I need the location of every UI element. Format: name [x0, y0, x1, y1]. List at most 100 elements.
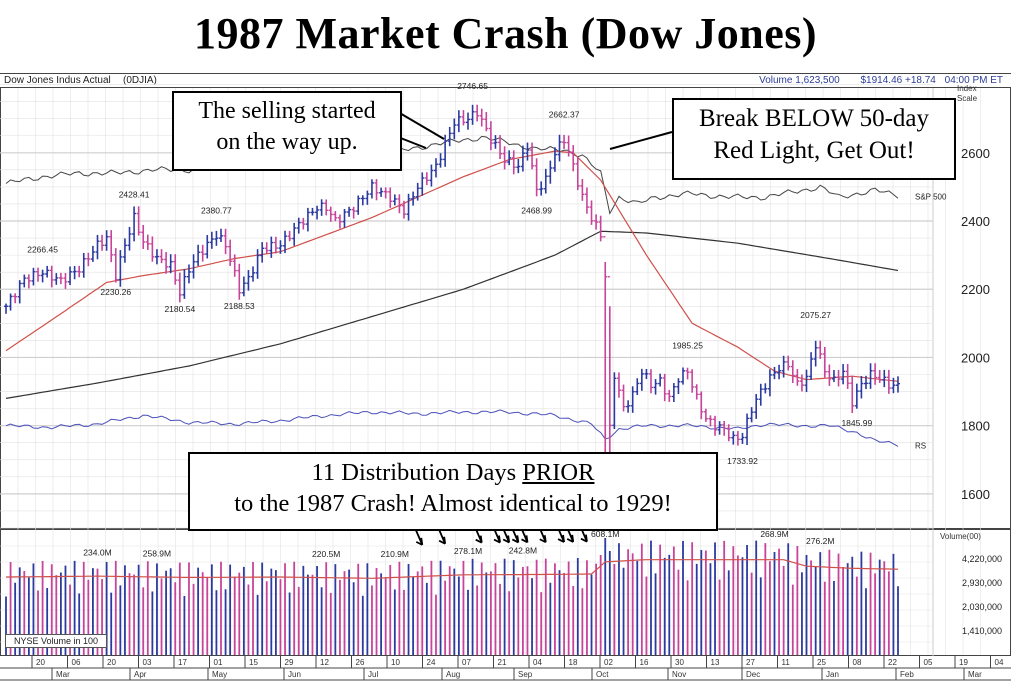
ohlc-bar — [122, 238, 127, 263]
ohlc-bar — [223, 228, 228, 255]
ohlc-bar — [118, 250, 123, 287]
ohlc-bar — [479, 108, 484, 127]
date-tick-label: 08 — [853, 658, 862, 667]
ohlc-bar — [301, 217, 306, 230]
ohlc-bar — [347, 206, 352, 217]
volume-avg-line — [6, 559, 899, 579]
ohlc-bar — [424, 172, 429, 186]
date-tick-label: 15 — [249, 658, 258, 667]
ohlc-bar — [868, 363, 873, 389]
month-label: Nov — [672, 670, 686, 679]
y-tick-label: 1600 — [961, 487, 990, 502]
annotation-text: Break BELOW 50-day — [698, 105, 930, 132]
price-label: 2746.65 — [457, 81, 488, 91]
date-tick-label: 22 — [888, 658, 897, 667]
date-tick-label: 29 — [285, 658, 294, 667]
ohlc-bar — [241, 276, 246, 297]
ohlc-bar — [36, 267, 41, 282]
ohlc-bar — [813, 340, 818, 367]
volume-readout: Volume 1,623,500 — [759, 75, 840, 86]
ohlc-bar — [827, 364, 832, 386]
ohlc-bar — [767, 369, 772, 397]
ohlc-bar — [530, 142, 535, 170]
ohlc-bar — [845, 363, 850, 389]
annotation-break-below-50day: Break BELOW 50-day Red Light, Get Out! — [672, 98, 956, 180]
ohlc-bar — [685, 367, 690, 380]
quote-info: Volume 1,623,500 $1914.46 +18.74 04:00 P… — [741, 74, 1003, 87]
ohlc-bar — [337, 214, 342, 229]
price-label: 2266.45 — [27, 245, 58, 255]
ohlc-bar — [251, 266, 256, 282]
annotation-underlined: PRIOR — [522, 459, 595, 486]
ohlc-bar — [648, 369, 653, 394]
page-title: 1987 Market Crash (Dow Jones) — [193, 9, 818, 58]
ohlc-bar — [630, 386, 635, 413]
annotation-text: on the way up. — [216, 128, 358, 155]
ohlc-bar — [873, 363, 878, 385]
date-tick-label: 02 — [604, 658, 613, 667]
date-tick-label: 19 — [959, 658, 968, 667]
ohlc-bar — [809, 352, 814, 381]
ohlc-bar — [713, 415, 718, 436]
ohlc-bar — [100, 234, 105, 251]
ohlc-bar — [72, 266, 77, 280]
ohlc-bar — [818, 340, 823, 359]
volume-tick-label: 2,930,000 — [962, 578, 1002, 588]
y-tick-label: 1800 — [961, 419, 990, 434]
volume-label: 220.5M — [312, 549, 340, 559]
ohlc-bar — [699, 391, 704, 420]
ohlc-bar — [703, 408, 708, 422]
y-tick-label: 2000 — [961, 350, 990, 365]
ohlc-bar — [566, 135, 571, 157]
ohlc-bar — [113, 248, 118, 283]
volume-label: 268.9M — [760, 529, 788, 539]
price-label: 1985.25 — [672, 340, 703, 350]
ohlc-bar — [145, 234, 150, 250]
ohlc-bar — [379, 187, 384, 197]
price-label: 1845.99 — [841, 418, 872, 428]
date-tick-label: 04 — [533, 658, 542, 667]
ohlc-bar — [882, 369, 887, 388]
date-tick-label: 07 — [462, 658, 471, 667]
ohlc-bar — [328, 206, 333, 222]
ohlc-bar — [305, 207, 310, 232]
ohlc-bar — [502, 146, 507, 170]
ohlc-bar — [406, 193, 411, 221]
volume-axis: Volume(00) 4,220,000 2,930,000 2,030,000 1,4… — [940, 532, 1002, 636]
ohlc-bar — [681, 367, 686, 385]
ohlc-bar — [690, 369, 695, 393]
ohlc-bar — [621, 384, 626, 412]
ohlc-bar — [191, 254, 196, 279]
ohlc-bar — [598, 215, 603, 242]
ohlc-bar — [319, 199, 324, 216]
ohlc-bar — [365, 190, 370, 205]
price-label: 2380.77 — [201, 206, 232, 216]
ohlc-bar — [218, 228, 223, 242]
ohlc-bar — [154, 249, 159, 265]
ohlc-bar — [626, 400, 631, 413]
ohlc-bar — [488, 121, 493, 151]
ohlc-bar — [612, 372, 617, 430]
ohlc-bar — [420, 172, 425, 196]
ohlc-bar — [388, 187, 393, 208]
ohlc-bar — [369, 179, 374, 199]
ohlc-bar — [209, 231, 214, 249]
ohlc-bar — [283, 230, 288, 254]
ohlc-bar — [484, 112, 489, 132]
ohlc-bar — [498, 135, 503, 159]
volume-bars: 234.0M 258.9M 220.5M 210.9M 278.1M 242.8M 608.… — [5, 529, 899, 655]
volume-tick-label: 1,410,000 — [962, 626, 1002, 636]
month-label: Aug — [446, 670, 460, 679]
ohlc-bar — [731, 431, 736, 445]
ohlc-bar — [717, 421, 722, 435]
arrow-head — [438, 536, 447, 545]
ohlc-bar — [443, 134, 448, 167]
ohlc-bar — [68, 266, 73, 286]
ma200-line — [5, 230, 899, 399]
price-label: 2075.27 — [800, 310, 831, 320]
month-label: Jan — [826, 670, 839, 679]
volume-tick-label: 2,030,000 — [962, 602, 1002, 612]
ohlc-bar — [127, 226, 132, 251]
ohlc-bar — [708, 415, 713, 427]
ohlc-bar — [735, 430, 740, 446]
